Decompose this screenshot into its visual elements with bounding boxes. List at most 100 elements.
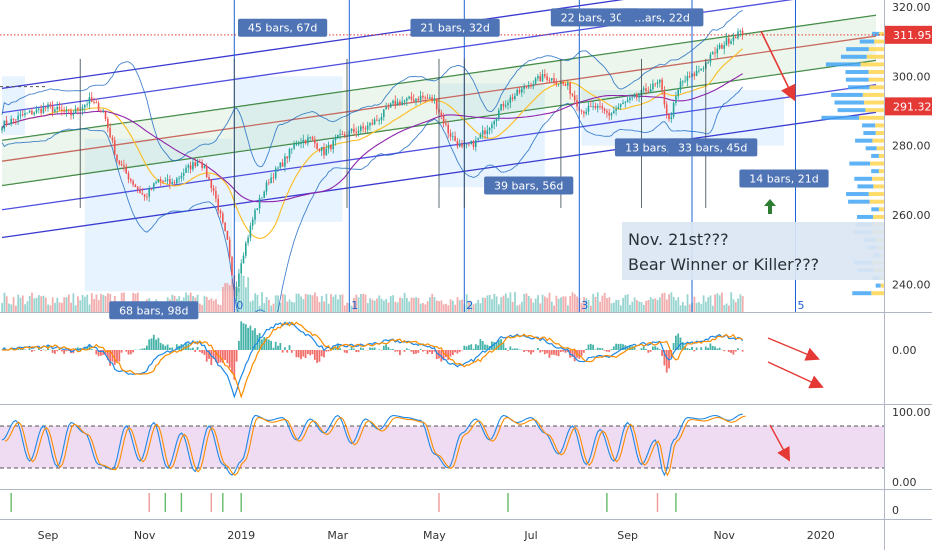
volume-bar bbox=[541, 294, 544, 312]
candle bbox=[139, 189, 141, 194]
macd-histogram-bar bbox=[610, 349, 613, 350]
macd-histogram-bar bbox=[210, 350, 213, 366]
macd-histogram-bar bbox=[359, 347, 362, 350]
volume-bar bbox=[576, 296, 578, 312]
drawing-overlay: 0 1 2 3 5 45 bars, 67d 21 bars, 32d 22 bars, 30… bbox=[0, 0, 884, 462]
candle bbox=[429, 97, 431, 99]
volume-bar bbox=[297, 293, 300, 312]
candle bbox=[238, 273, 240, 287]
volume-bar bbox=[438, 301, 440, 312]
macd-histogram-bar bbox=[267, 339, 270, 350]
volume-bar bbox=[247, 277, 250, 312]
cycle-label-1: 1 bbox=[351, 299, 358, 312]
date-range-label-bg-3 bbox=[620, 8, 704, 27]
time-tick-label: Mar bbox=[327, 529, 348, 542]
candle bbox=[629, 97, 631, 100]
macd-histogram-bar bbox=[240, 321, 243, 350]
volume-bar bbox=[677, 297, 680, 312]
candle bbox=[440, 112, 443, 116]
volume-bar bbox=[415, 297, 417, 312]
volume-bar bbox=[24, 304, 26, 312]
volume-bar bbox=[406, 298, 408, 312]
volume-profile-bar bbox=[864, 100, 884, 105]
volume-bar bbox=[502, 295, 505, 312]
macd-histogram-bar bbox=[481, 340, 484, 350]
candle bbox=[263, 191, 265, 198]
candle bbox=[169, 179, 171, 184]
macd-histogram-bar bbox=[251, 330, 254, 350]
macd-histogram-bar bbox=[279, 342, 282, 350]
price-tick-label: 300.00 bbox=[892, 70, 931, 83]
candle bbox=[187, 165, 190, 168]
time-tick-label: 2019 bbox=[227, 529, 255, 542]
volume-bar bbox=[527, 295, 530, 312]
candle bbox=[178, 177, 180, 179]
volume-bar bbox=[72, 293, 75, 312]
volume-bar bbox=[661, 293, 664, 312]
macd-histogram-bar bbox=[718, 347, 721, 350]
volume-bar bbox=[622, 298, 624, 312]
macd-histogram-bar bbox=[203, 350, 206, 355]
candle bbox=[100, 110, 102, 112]
volume-bar bbox=[544, 296, 546, 312]
volume-bar bbox=[433, 296, 436, 312]
candle bbox=[42, 107, 45, 113]
candle bbox=[383, 109, 385, 117]
macd-histogram-bar bbox=[284, 347, 286, 350]
volume-bar bbox=[711, 305, 714, 312]
candle bbox=[134, 184, 137, 188]
stochastic-pane[interactable] bbox=[0, 413, 884, 477]
candle bbox=[608, 112, 610, 116]
signal-pane[interactable] bbox=[10, 493, 677, 512]
candle bbox=[403, 100, 406, 102]
volume-bar bbox=[649, 297, 652, 312]
volume-bar bbox=[95, 294, 98, 312]
candle bbox=[15, 119, 17, 121]
macd-histogram-bar bbox=[63, 350, 65, 354]
macd-histogram-bar bbox=[385, 344, 387, 350]
candle bbox=[711, 52, 714, 55]
volume-bar bbox=[394, 301, 397, 312]
signal-tick-label: 0 bbox=[892, 504, 899, 517]
volume-profile-bar bbox=[858, 115, 884, 120]
candle bbox=[458, 144, 461, 147]
macd-histogram-bar bbox=[196, 346, 199, 350]
date-range-label-bg-1 bbox=[410, 18, 500, 37]
candle bbox=[445, 123, 447, 125]
volume-bar bbox=[539, 303, 542, 312]
candle bbox=[569, 82, 571, 94]
macd-histogram-bar bbox=[67, 350, 70, 351]
macd-histogram-bar bbox=[353, 348, 355, 350]
candle bbox=[24, 112, 26, 116]
volume-profile-bar bbox=[825, 62, 861, 67]
volume-bar bbox=[481, 297, 484, 312]
volume-profile-bar bbox=[869, 85, 884, 90]
macd-histogram-bar bbox=[585, 348, 588, 350]
macd-pane[interactable] bbox=[1, 321, 744, 399]
time-tick-label: 2020 bbox=[807, 529, 835, 542]
candle bbox=[224, 222, 226, 232]
candle bbox=[93, 101, 95, 103]
macd-histogram-bar bbox=[272, 347, 275, 350]
candle bbox=[684, 80, 686, 82]
candle bbox=[302, 139, 305, 144]
macd-histogram-bar bbox=[484, 344, 486, 350]
volume-bar bbox=[452, 300, 454, 312]
volume-bar bbox=[532, 302, 535, 312]
candle bbox=[8, 123, 10, 125]
candle bbox=[527, 85, 530, 88]
volume-bar bbox=[63, 297, 66, 312]
volume-bar bbox=[355, 294, 358, 312]
volume-bar bbox=[226, 283, 229, 312]
moving-average-long bbox=[1, 73, 743, 203]
candle bbox=[353, 128, 355, 132]
macd-histogram-bar bbox=[686, 348, 689, 350]
macd-histogram-bar bbox=[449, 350, 452, 357]
volume-bar bbox=[449, 299, 452, 312]
macd-histogram-bar bbox=[118, 350, 121, 362]
volume-bar bbox=[93, 298, 95, 312]
candle bbox=[272, 177, 275, 179]
candle bbox=[210, 179, 213, 189]
candle bbox=[355, 131, 357, 133]
